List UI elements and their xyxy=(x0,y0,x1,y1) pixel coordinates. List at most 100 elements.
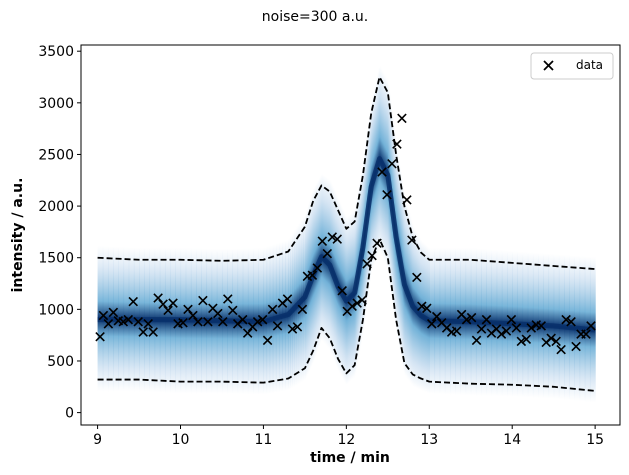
data-point xyxy=(252,316,263,327)
y-tick-label: 0 xyxy=(65,406,74,422)
data-point xyxy=(337,285,347,296)
data-point xyxy=(133,316,143,327)
data-point xyxy=(471,335,482,346)
data-point xyxy=(193,316,203,327)
data-point xyxy=(397,113,407,124)
data-point xyxy=(412,272,422,283)
legend: data xyxy=(530,52,614,80)
data-point xyxy=(511,323,522,333)
data-point xyxy=(267,304,278,315)
data-point xyxy=(307,270,318,281)
data-point xyxy=(526,323,537,333)
data-point xyxy=(297,304,308,315)
y-tick-label: 1500 xyxy=(38,251,74,267)
y-tick-label: 500 xyxy=(47,354,74,370)
data-point xyxy=(481,314,492,325)
data-points xyxy=(95,113,596,355)
data-point xyxy=(198,295,208,306)
data-point xyxy=(237,314,248,325)
data-point xyxy=(282,294,293,304)
data-point xyxy=(108,307,119,318)
data-point xyxy=(223,294,233,304)
data-point xyxy=(556,344,566,355)
x-tick-label: 14 xyxy=(503,432,521,448)
data-point xyxy=(347,301,357,312)
data-point xyxy=(203,316,213,327)
data-point xyxy=(163,305,173,316)
upper-bound-line xyxy=(97,76,596,270)
x-tick-label: 10 xyxy=(172,432,190,448)
chart-title: noise=300 a.u. xyxy=(262,9,369,25)
data-point xyxy=(168,298,178,308)
data-point xyxy=(561,314,571,325)
y-axis-label: intensity / a.u. xyxy=(10,178,26,293)
data-point xyxy=(362,259,372,269)
data-point xyxy=(123,314,134,325)
x-tick-label: 12 xyxy=(337,432,355,448)
data-point xyxy=(262,335,273,346)
x-tick-label: 13 xyxy=(420,432,438,448)
data-point xyxy=(426,319,437,329)
y-tick-label: 3500 xyxy=(38,44,74,60)
data-point xyxy=(501,326,512,336)
data-point xyxy=(581,329,591,339)
data-point xyxy=(322,248,333,259)
data-point xyxy=(417,301,427,312)
data-point xyxy=(287,324,298,334)
data-point xyxy=(466,312,477,323)
data-point xyxy=(218,316,228,327)
lower-bound-line xyxy=(97,238,596,392)
data-point xyxy=(372,238,382,249)
data-point xyxy=(516,336,527,347)
y-tick-label: 3000 xyxy=(38,96,74,112)
x-axis-label: time / min xyxy=(310,450,390,466)
data-point xyxy=(451,326,462,336)
data-point xyxy=(506,314,517,325)
data-point xyxy=(257,314,268,325)
data-point xyxy=(153,293,163,303)
data-point xyxy=(213,308,223,319)
data-point xyxy=(407,235,417,245)
data-point xyxy=(158,299,168,309)
data-point xyxy=(327,232,338,242)
data-point xyxy=(431,311,442,322)
data-point xyxy=(95,331,105,342)
data-point xyxy=(402,195,412,205)
x-axis-ticks: 9 10 11 12 13 14 15 xyxy=(93,425,604,448)
data-point xyxy=(317,236,328,246)
data-point xyxy=(128,296,139,307)
data-point xyxy=(496,329,507,339)
data-point xyxy=(148,327,158,337)
data-point xyxy=(143,319,153,329)
data-point xyxy=(118,316,129,327)
legend-box xyxy=(530,52,614,80)
data-point xyxy=(272,321,283,331)
data-point xyxy=(382,189,392,200)
data-point xyxy=(103,319,114,329)
data-point xyxy=(536,321,546,331)
data-point xyxy=(586,321,596,331)
data-point xyxy=(242,328,253,338)
data-point xyxy=(178,318,188,328)
plot-frame xyxy=(80,44,621,426)
y-tick-label: 1000 xyxy=(38,302,74,318)
data-point xyxy=(98,310,109,321)
data-point xyxy=(566,316,576,327)
data-point xyxy=(521,334,532,345)
y-tick-label: 2500 xyxy=(38,147,74,163)
bound-lines xyxy=(97,76,596,392)
x-tick-label: 15 xyxy=(586,432,604,448)
data-point xyxy=(357,295,367,305)
uncertainty-band xyxy=(97,65,596,403)
data-point xyxy=(332,234,342,244)
data-point xyxy=(461,314,472,325)
data-point xyxy=(422,303,432,314)
data-point xyxy=(292,322,303,332)
y-axis-ticks: 0 500 1000 1500 2000 2500 3000 3500 xyxy=(38,44,81,422)
legend-label-data: data xyxy=(576,58,603,72)
data-point xyxy=(571,341,581,352)
data-point xyxy=(546,333,556,344)
data-point xyxy=(387,158,397,169)
data-point xyxy=(551,336,561,347)
